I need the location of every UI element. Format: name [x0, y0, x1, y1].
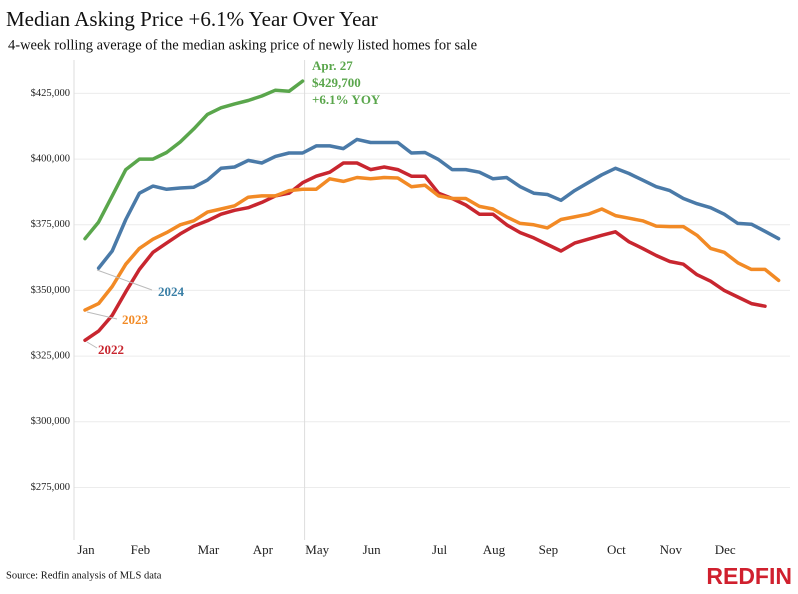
- annotation-date: Apr. 27: [312, 58, 353, 73]
- series-label: 2022: [98, 342, 124, 357]
- source: Source: Redfin analysis of MLS data: [6, 570, 162, 581]
- label-leader: [86, 341, 98, 349]
- annotation-change: +6.1% YOY: [312, 92, 381, 107]
- x-tick-label: Mar: [198, 542, 220, 557]
- x-tick-label: Jul: [432, 542, 448, 557]
- annotation-value: $429,700: [312, 75, 361, 90]
- y-tick-label: $325,000: [31, 351, 70, 362]
- series-line: [83, 79, 305, 241]
- x-tick-label: Nov: [660, 542, 683, 557]
- x-tick-label: Aug: [483, 542, 506, 557]
- logo: REDFIN: [706, 563, 792, 589]
- chart-subtitle: 4-week rolling average of the median ask…: [8, 37, 477, 53]
- y-tick-label: $425,000: [31, 88, 70, 99]
- x-tick-label: Sep: [539, 542, 559, 557]
- y-tick-label: $400,000: [31, 153, 70, 164]
- x-tick-label: Dec: [715, 542, 736, 557]
- series-line: [83, 175, 781, 312]
- x-tick-label: Jun: [363, 542, 382, 557]
- series-line: [83, 161, 767, 343]
- x-tick-label: Oct: [607, 542, 626, 557]
- y-tick-label: $300,000: [31, 416, 70, 427]
- label-leader: [96, 269, 153, 291]
- label-leader: [86, 311, 118, 320]
- series-label: 2023: [122, 312, 149, 327]
- x-tick-label: Apr: [253, 542, 274, 557]
- x-tick-label: Jan: [77, 542, 95, 557]
- y-tick-label: $350,000: [31, 285, 70, 296]
- y-tick-label: $375,000: [31, 219, 70, 230]
- y-tick-label: $275,000: [31, 482, 70, 493]
- x-tick-label: May: [305, 542, 329, 557]
- chart-title: Median Asking Price +6.1% Year Over Year: [6, 7, 378, 31]
- series-line: [96, 137, 781, 270]
- x-tick-label: Feb: [131, 542, 151, 557]
- series-label: 2024: [158, 284, 185, 299]
